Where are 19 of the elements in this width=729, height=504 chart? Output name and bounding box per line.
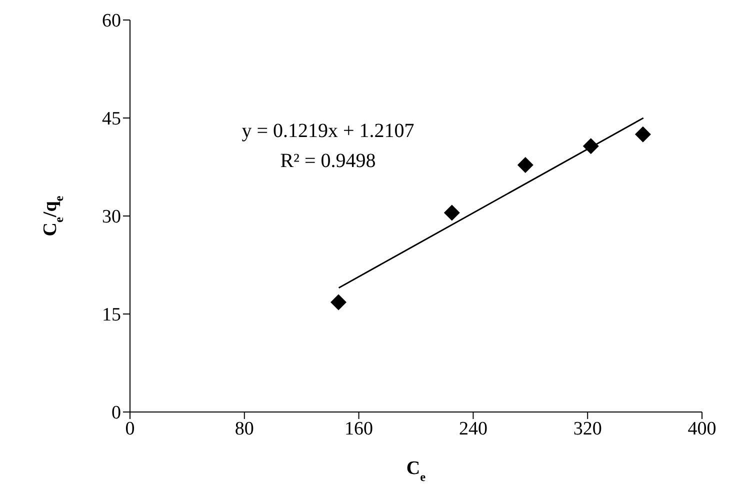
- point: [517, 157, 534, 174]
- point: [444, 204, 460, 221]
- annotation: y = 0.1219x + 1.2107: [240, 119, 416, 144]
- y-tick-label: 60: [102, 10, 121, 32]
- annotation: R² = 0.9498: [279, 149, 377, 174]
- x-axis-title: C$_{e}$: [406, 458, 426, 484]
- x-tick-label: 80: [234, 418, 254, 440]
- y-tick-label: 15: [102, 304, 121, 326]
- x-tick-label: 240: [458, 418, 488, 440]
- x-tick-label: 0: [125, 418, 135, 440]
- point: [634, 126, 651, 142]
- point: [330, 294, 346, 310]
- x-tick-label: 320: [573, 418, 602, 440]
- y-tick-label: 45: [102, 108, 121, 130]
- y-tick-label: 30: [102, 206, 121, 228]
- point: [582, 138, 599, 154]
- x-tick-label: 400: [688, 418, 716, 440]
- x-tick-label: 160: [344, 418, 374, 440]
- y-tick-label: 0: [112, 402, 121, 424]
